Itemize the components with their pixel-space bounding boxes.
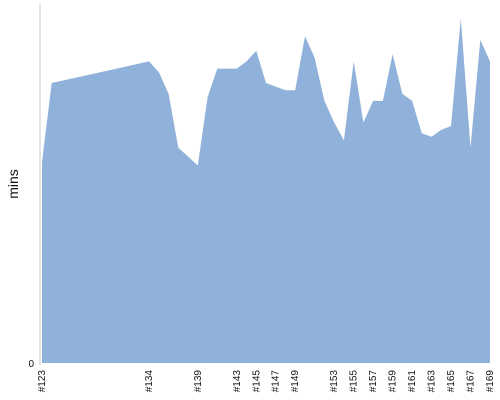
y-axis-label: mins [5,169,21,199]
x-tick-label: #165 [446,370,457,393]
x-tick-label: #153 [329,370,340,393]
x-tick-label: #123 [37,370,48,393]
x-tick-label: #143 [232,370,243,393]
x-tick-label: #157 [368,370,379,393]
y-tick-label: 0 [28,359,34,370]
x-tick-label: #145 [251,370,262,393]
x-tick-label: #169 [485,370,496,393]
x-tick-label: #149 [290,370,301,393]
area-series-fill [42,18,490,364]
y-tick-labels: 0 [28,359,34,370]
x-tick-label: #167 [466,370,477,393]
x-tick-label: #161 [407,370,418,393]
x-tick-label: #159 [388,370,399,393]
x-tick-labels: #123 #134 #139 #143 #145 #147 #149 #153 #155 #157… [37,370,496,393]
x-tick-label: #155 [349,370,360,393]
x-tick-label: #147 [271,370,282,393]
x-tick-label: #139 [193,370,204,393]
x-tick-label: #134 [144,370,155,393]
x-tick-label: #163 [427,370,438,393]
